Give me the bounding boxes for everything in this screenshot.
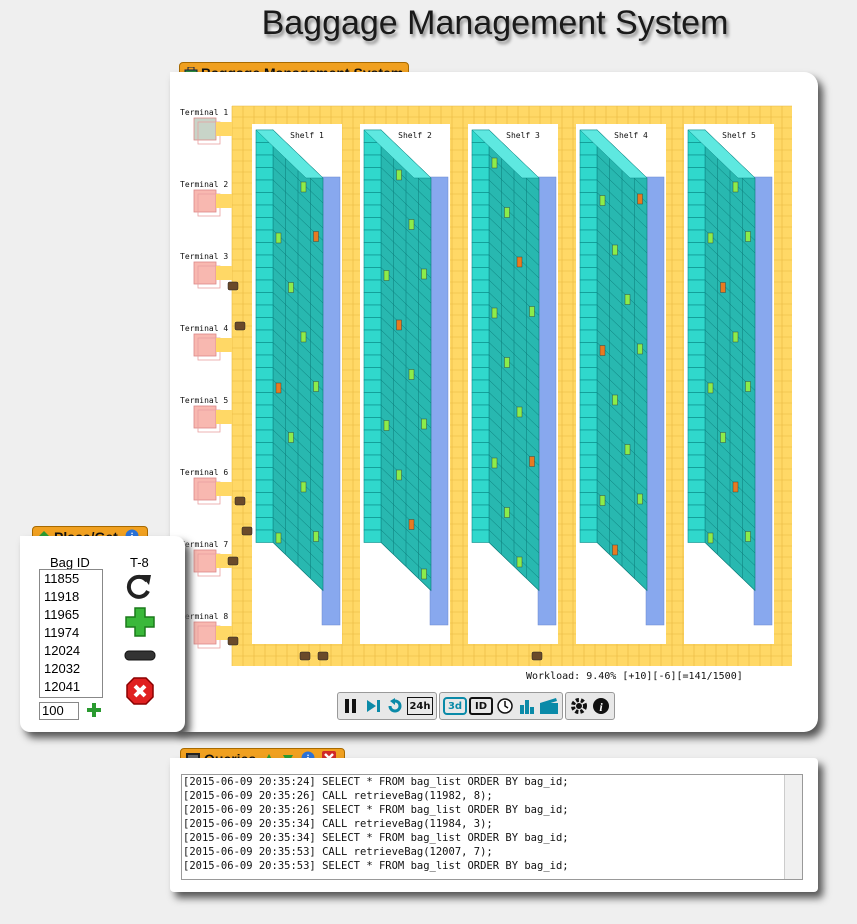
query-line: [2015-06-09 20:35:53] CALL retrieveBag(1… xyxy=(183,846,493,858)
warehouse-map[interactable]: Shelf 1 Shelf 2 Shelf 3 Shelf 4 Shelf 5 xyxy=(180,102,810,672)
terminal-header: T-8 xyxy=(130,555,149,570)
3d-view-button[interactable]: 3d xyxy=(443,697,467,715)
playback-group: 24h xyxy=(337,692,437,720)
luggage-icon xyxy=(241,526,253,536)
list-item[interactable]: 11918 xyxy=(44,589,80,604)
remove-bag-icon[interactable] xyxy=(124,648,156,667)
shelf-rack[interactable] xyxy=(363,129,432,592)
terminal-conveyor xyxy=(216,626,232,640)
workload-readout: Workload: 9.40% [+10][-6][=141/1500] xyxy=(526,671,743,682)
query-line: [2015-06-09 20:35:26] CALL retrieveBag(1… xyxy=(183,790,493,802)
id-view-button[interactable]: ID xyxy=(469,697,493,715)
svg-text:i: i xyxy=(599,700,603,714)
luggage-icon xyxy=(299,651,311,661)
24h-button[interactable]: 24h xyxy=(407,697,433,715)
list-item[interactable]: 12032 xyxy=(44,661,81,676)
place-bag-icon[interactable] xyxy=(124,606,156,642)
query-line: [2015-06-09 20:35:34] SELECT * FROM bag_… xyxy=(183,832,569,844)
terminal-box xyxy=(193,621,217,645)
query-line: [2015-06-09 20:35:26] SELECT * FROM bag_… xyxy=(183,804,569,816)
list-item[interactable]: 12024 xyxy=(44,643,81,658)
step-forward-icon[interactable] xyxy=(363,696,383,716)
shelf-back-wall xyxy=(753,176,773,626)
terminal-conveyor xyxy=(216,266,232,280)
terminal-label: Terminal 4 xyxy=(180,324,229,333)
luggage-icon xyxy=(227,636,239,646)
shelf-back-wall xyxy=(321,176,341,626)
terminal-label: Terminal 7 xyxy=(180,540,229,549)
terminal-box xyxy=(193,261,217,285)
terminal-conveyor xyxy=(216,410,232,424)
terminal-box xyxy=(193,477,217,501)
luggage-icon xyxy=(317,651,329,661)
shelf-rack[interactable] xyxy=(579,129,648,592)
query-line: [2015-06-09 20:35:53] SELECT * FROM bag_… xyxy=(183,860,569,872)
pause-icon[interactable] xyxy=(341,696,361,716)
shelf-label: Shelf 5 xyxy=(722,131,756,140)
terminal-label: Terminal 1 xyxy=(180,108,229,117)
shelf-rack[interactable] xyxy=(471,129,540,592)
clock-icon[interactable] xyxy=(495,696,515,716)
luggage-icon xyxy=(234,496,246,506)
gear-icon[interactable] xyxy=(569,696,589,716)
luggage-icon xyxy=(234,321,246,331)
luggage-icon xyxy=(531,651,543,661)
list-item[interactable]: 11965 xyxy=(44,607,80,622)
shelf-label: Shelf 3 xyxy=(506,131,540,140)
queries-window: [2015-06-09 20:35:24] SELECT * FROM bag_… xyxy=(170,758,818,892)
terminal-box xyxy=(193,405,217,429)
delete-icon[interactable] xyxy=(125,676,155,710)
terminal-conveyor xyxy=(216,122,232,136)
list-item[interactable]: 12041 xyxy=(44,679,81,694)
shelf-label: Shelf 2 xyxy=(398,131,432,140)
list-item[interactable]: 11974 xyxy=(44,625,80,640)
terminal-conveyor xyxy=(216,338,232,352)
terminal-label: Terminal 6 xyxy=(180,468,229,477)
shelf-rack[interactable] xyxy=(687,129,756,592)
luggage-icon xyxy=(227,556,239,566)
query-line: [2015-06-09 20:35:34] CALL retrieveBag(1… xyxy=(183,818,493,830)
bag-id-header: Bag ID xyxy=(50,555,90,570)
bag-id-list[interactable]: 11855 11918 11965 11974 12024 12032 1204… xyxy=(39,569,103,698)
shelf-back-wall xyxy=(429,176,449,626)
add-bags-icon[interactable] xyxy=(86,702,102,722)
terminal-label: Terminal 2 xyxy=(180,180,229,189)
terminal-label: Terminal 3 xyxy=(180,252,229,261)
shelf-label: Shelf 4 xyxy=(614,131,648,140)
terminal-box xyxy=(193,549,217,573)
shelf-rack[interactable] xyxy=(255,129,324,592)
shelf-label: Shelf 1 xyxy=(290,131,324,140)
shelf-back-wall xyxy=(537,176,557,626)
terminal-label: Terminal 8 xyxy=(180,612,229,621)
query-line: [2015-06-09 20:35:24] SELECT * FROM bag_… xyxy=(183,776,569,788)
list-item[interactable]: 11855 xyxy=(44,571,80,586)
place-get-window: Bag ID T-8 11855 11918 11965 11974 12024… xyxy=(20,536,185,732)
terminal-conveyor xyxy=(216,194,232,208)
shelf-back-wall xyxy=(645,176,665,626)
terminal-box xyxy=(193,117,217,141)
simulation-toolbar: 24h 3d ID i xyxy=(337,692,615,720)
main-window: Shelf 1 Shelf 2 Shelf 3 Shelf 4 Shelf 5 Term… xyxy=(170,72,818,732)
terminal-label: Terminal 5 xyxy=(180,396,229,405)
film-icon[interactable] xyxy=(539,696,559,716)
query-scrollbar[interactable] xyxy=(784,775,802,879)
terminal-conveyor xyxy=(216,482,232,496)
quantity-input[interactable]: 100 xyxy=(39,702,79,720)
refresh-icon[interactable] xyxy=(124,572,154,604)
luggage-icon xyxy=(227,281,239,291)
page-title: Baggage Management System xyxy=(261,4,729,42)
terminal-box xyxy=(193,189,217,213)
info-icon[interactable]: i xyxy=(591,696,611,716)
terminal-box xyxy=(193,333,217,357)
query-log[interactable]: [2015-06-09 20:35:24] SELECT * FROM bag_… xyxy=(181,774,803,880)
view-group: 3d ID xyxy=(439,692,563,720)
reset-icon[interactable] xyxy=(385,696,405,716)
settings-group: i xyxy=(565,692,615,720)
bar-chart-icon[interactable] xyxy=(517,696,537,716)
